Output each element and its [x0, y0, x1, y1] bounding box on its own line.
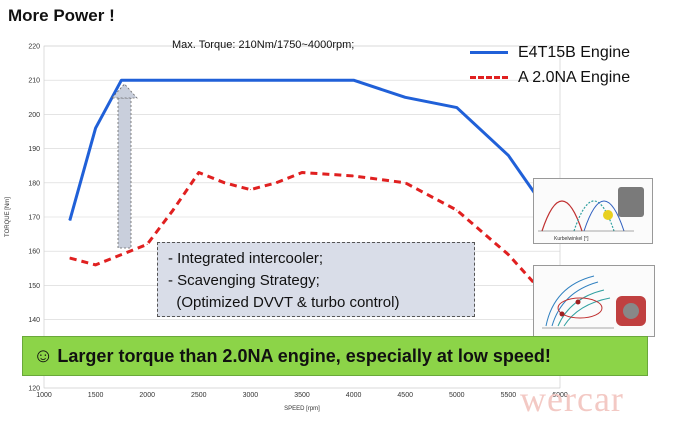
callout-line: - Scavenging Strategy; [168, 272, 320, 289]
data-point [456, 209, 458, 211]
slide-title: More Power ! [8, 6, 115, 25]
banner-text: Larger torque than 2.0NA engine, especia… [57, 346, 551, 366]
compressor-map-thumbnail [533, 265, 655, 337]
legend-item-2na: A 2.0NA Engine [470, 69, 630, 87]
data-point [249, 189, 251, 191]
data-point [120, 254, 122, 256]
feature-callout: - Integrated intercooler; - Scavenging S… [157, 242, 475, 317]
x-tick-label: 4000 [346, 392, 362, 399]
x-tick-label: 1000 [36, 392, 52, 399]
valve-timing-thumbnail: Kurbelwinkel [°] [533, 178, 653, 244]
data-point [404, 96, 406, 98]
data-point [275, 182, 277, 184]
data-point [301, 79, 303, 81]
data-point [95, 127, 97, 129]
data-point [172, 209, 174, 211]
y-axis-label: TORQUE [Nm] [5, 197, 11, 237]
y-tick-label: 190 [28, 146, 40, 153]
legend-line-solid [470, 51, 508, 55]
y-tick-label: 160 [28, 249, 40, 256]
x-tick-label: 5000 [449, 392, 465, 399]
x-tick-label: 3000 [243, 392, 259, 399]
data-point [507, 154, 509, 156]
y-tick-label: 170 [28, 215, 40, 222]
x-tick-label: 2000 [139, 392, 155, 399]
data-point [353, 175, 355, 177]
y-tick-label: 210 [28, 78, 40, 85]
data-point [198, 172, 200, 174]
legend-item-e4t15b: E4T15B Engine [470, 44, 630, 62]
watermark: wercar [520, 379, 624, 419]
data-point [353, 79, 355, 81]
x-tick-label: 4500 [397, 392, 413, 399]
data-point [507, 254, 509, 256]
series-line-2 [69, 171, 541, 290]
data-point [95, 264, 97, 266]
callout-line: (Optimized DVVT & turbo control) [168, 294, 400, 311]
y-tick-label: 220 [28, 44, 40, 51]
y-tick-label: 140 [28, 317, 40, 324]
x-tick-label: 1500 [88, 392, 104, 399]
y-tick-label: 200 [28, 112, 40, 119]
data-point [224, 182, 226, 184]
x-tick-label: 2500 [191, 392, 207, 399]
legend-label: E4T15B Engine [518, 44, 631, 61]
legend-label: A 2.0NA Engine [518, 69, 631, 86]
data-point [456, 107, 458, 109]
x-tick-label: 3500 [294, 392, 310, 399]
y-tick-label: 180 [28, 180, 40, 187]
conclusion-banner: ☺ Larger torque than 2.0NA engine, especi… [22, 336, 648, 376]
x-axis-label: SPEED [rpm] [284, 406, 320, 412]
callout-line: - Integrated intercooler; [168, 250, 324, 267]
x-tick-label: 6000 [552, 392, 568, 399]
data-point [249, 79, 251, 81]
smiley-icon: ☺ [33, 345, 54, 367]
y-tick-label: 150 [28, 283, 40, 290]
data-point [198, 79, 200, 81]
y-tick-label: 120 [28, 386, 40, 393]
data-point [404, 182, 406, 184]
data-point [146, 243, 148, 245]
data-point [69, 257, 71, 259]
thumb-axis-label: Kurbelwinkel [°] [554, 236, 589, 242]
data-point [120, 79, 122, 81]
data-point [69, 219, 71, 221]
x-tick-label: 5500 [501, 392, 517, 399]
data-point [301, 172, 303, 174]
chart-subtitle: Max. Torque: 210Nm/1750~4000rpm; [172, 39, 355, 51]
data-point [146, 79, 148, 81]
legend-line-dashed [470, 76, 508, 80]
